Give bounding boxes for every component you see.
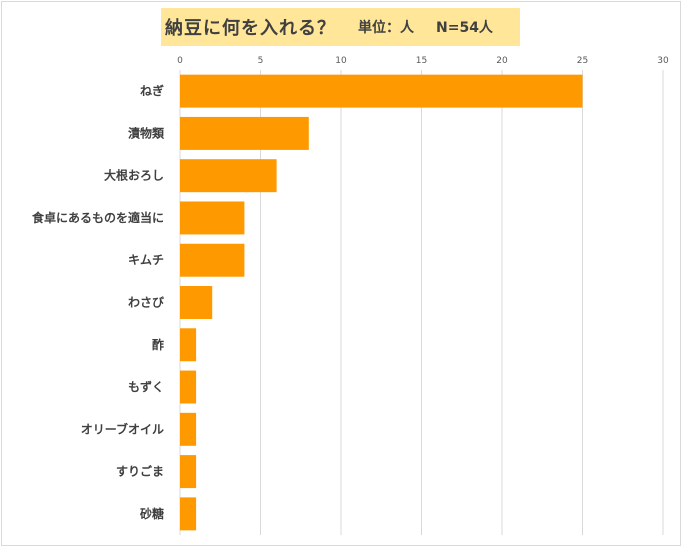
category-label: 食卓にあるものを適当に [31,210,164,225]
bar [180,74,583,108]
bar [180,201,245,235]
bar [180,497,197,531]
x-tick-label: 15 [416,56,427,66]
bar [180,412,197,446]
category-label: すりごま [116,464,164,479]
category-label: わさび [128,295,165,310]
x-tick-label: 20 [496,56,508,66]
category-label: もずく [128,379,164,394]
x-tick-label: 25 [577,56,588,66]
x-tick-label: 30 [657,56,669,66]
category-label: 漬物類 [128,125,165,140]
bar [180,455,197,489]
category-labels: ねぎ漬物類大根おろし食卓にあるものを適当にキムチわさび酢もずくオリーブオイルすり… [31,83,165,521]
bar [180,370,197,404]
bar [180,286,213,319]
x-tick-label: 5 [258,56,264,66]
bar [180,243,245,277]
x-tick-label: 0 [177,56,183,66]
chart-title-box: 納豆に何を入れる？ 単位：人 N=54人 [161,8,520,46]
bars [180,74,583,531]
chart-title: 納豆に何を入れる？ [165,18,336,39]
bar [180,328,197,362]
category-label: 砂糖 [139,506,164,521]
category-label: 大根おろし [104,168,164,183]
bar [180,159,277,193]
sample-size-label: N=54人 [436,20,493,36]
bar [180,116,309,150]
x-tick-label: 10 [335,56,347,66]
unit-label: 単位：人 [358,20,414,36]
category-label: オリーブオイル [81,421,164,436]
category-label: ねぎ [140,83,164,98]
x-axis-ticks: 0 5 10 15 20 25 30 [177,56,669,66]
category-label: キムチ [128,253,164,267]
category-label: 酢 [152,337,164,352]
